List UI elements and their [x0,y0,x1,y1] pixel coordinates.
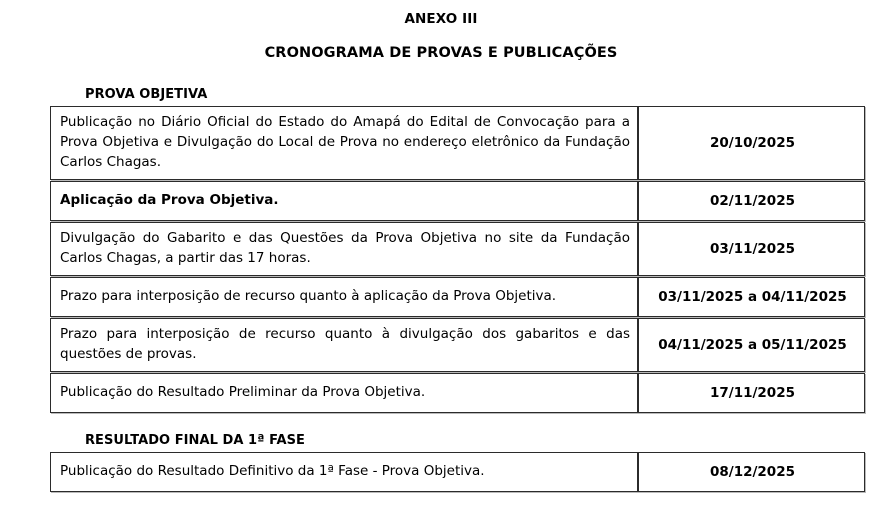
table-row: Publicação do Resultado Preliminar da Pr… [50,372,865,413]
event-description-cell: Prazo para interposição de recurso quant… [50,276,638,317]
event-description-cell: Prazo para interposição de recurso quant… [50,317,638,372]
event-date-cell: 20/10/2025 [638,106,865,180]
section-label-resultado-final: RESULTADO FINAL DA 1ª FASE [85,432,305,448]
event-description-cell: Aplicação da Prova Objetiva. [50,180,638,221]
page-title: ANEXO III [404,11,478,27]
sections-container: PROVA OBJETIVA Publicação no Diário Ofici… [0,61,882,493]
event-date-cell: 04/11/2025 a 05/11/2025 [638,317,865,372]
event-date-cell: 03/11/2025 [638,221,865,276]
table-row: Prazo para interposição de recurso quant… [50,276,865,317]
page-subtitle: CRONOGRAMA DE PROVAS E PUBLICAÇÕES [264,45,618,61]
table-row: Divulgação do Gabarito e das Questões da… [50,221,865,276]
event-date-cell: 03/11/2025 a 04/11/2025 [638,276,865,317]
event-description-cell: Divulgação do Gabarito e das Questões da… [50,221,638,276]
table-row: Prazo para interposição de recurso quant… [50,317,865,372]
event-date-cell: 08/12/2025 [638,451,865,492]
table-row: Publicação no Diário Oficial do Estado d… [50,106,865,180]
section-label-prova-objetiva: PROVA OBJETIVA [85,87,208,102]
event-description-cell: Publicação do Resultado Preliminar da Pr… [50,372,638,413]
event-date-cell: 02/11/2025 [638,180,865,221]
table-row: Publicação do Resultado Definitivo da 1ª… [50,451,865,492]
event-description-cell: Publicação no Diário Oficial do Estado d… [50,106,638,180]
event-description-cell: Publicação do Resultado Definitivo da 1ª… [50,451,638,492]
schedule-table-prova-objetiva: Publicação no Diário Oficial do Estado d… [50,105,865,414]
schedule-table-resultado-final: Publicação do Resultado Definitivo da 1ª… [50,451,865,493]
event-date-cell: 17/11/2025 [638,372,865,413]
table-row: Aplicação da Prova Objetiva. 02/11/2025 [50,180,865,221]
